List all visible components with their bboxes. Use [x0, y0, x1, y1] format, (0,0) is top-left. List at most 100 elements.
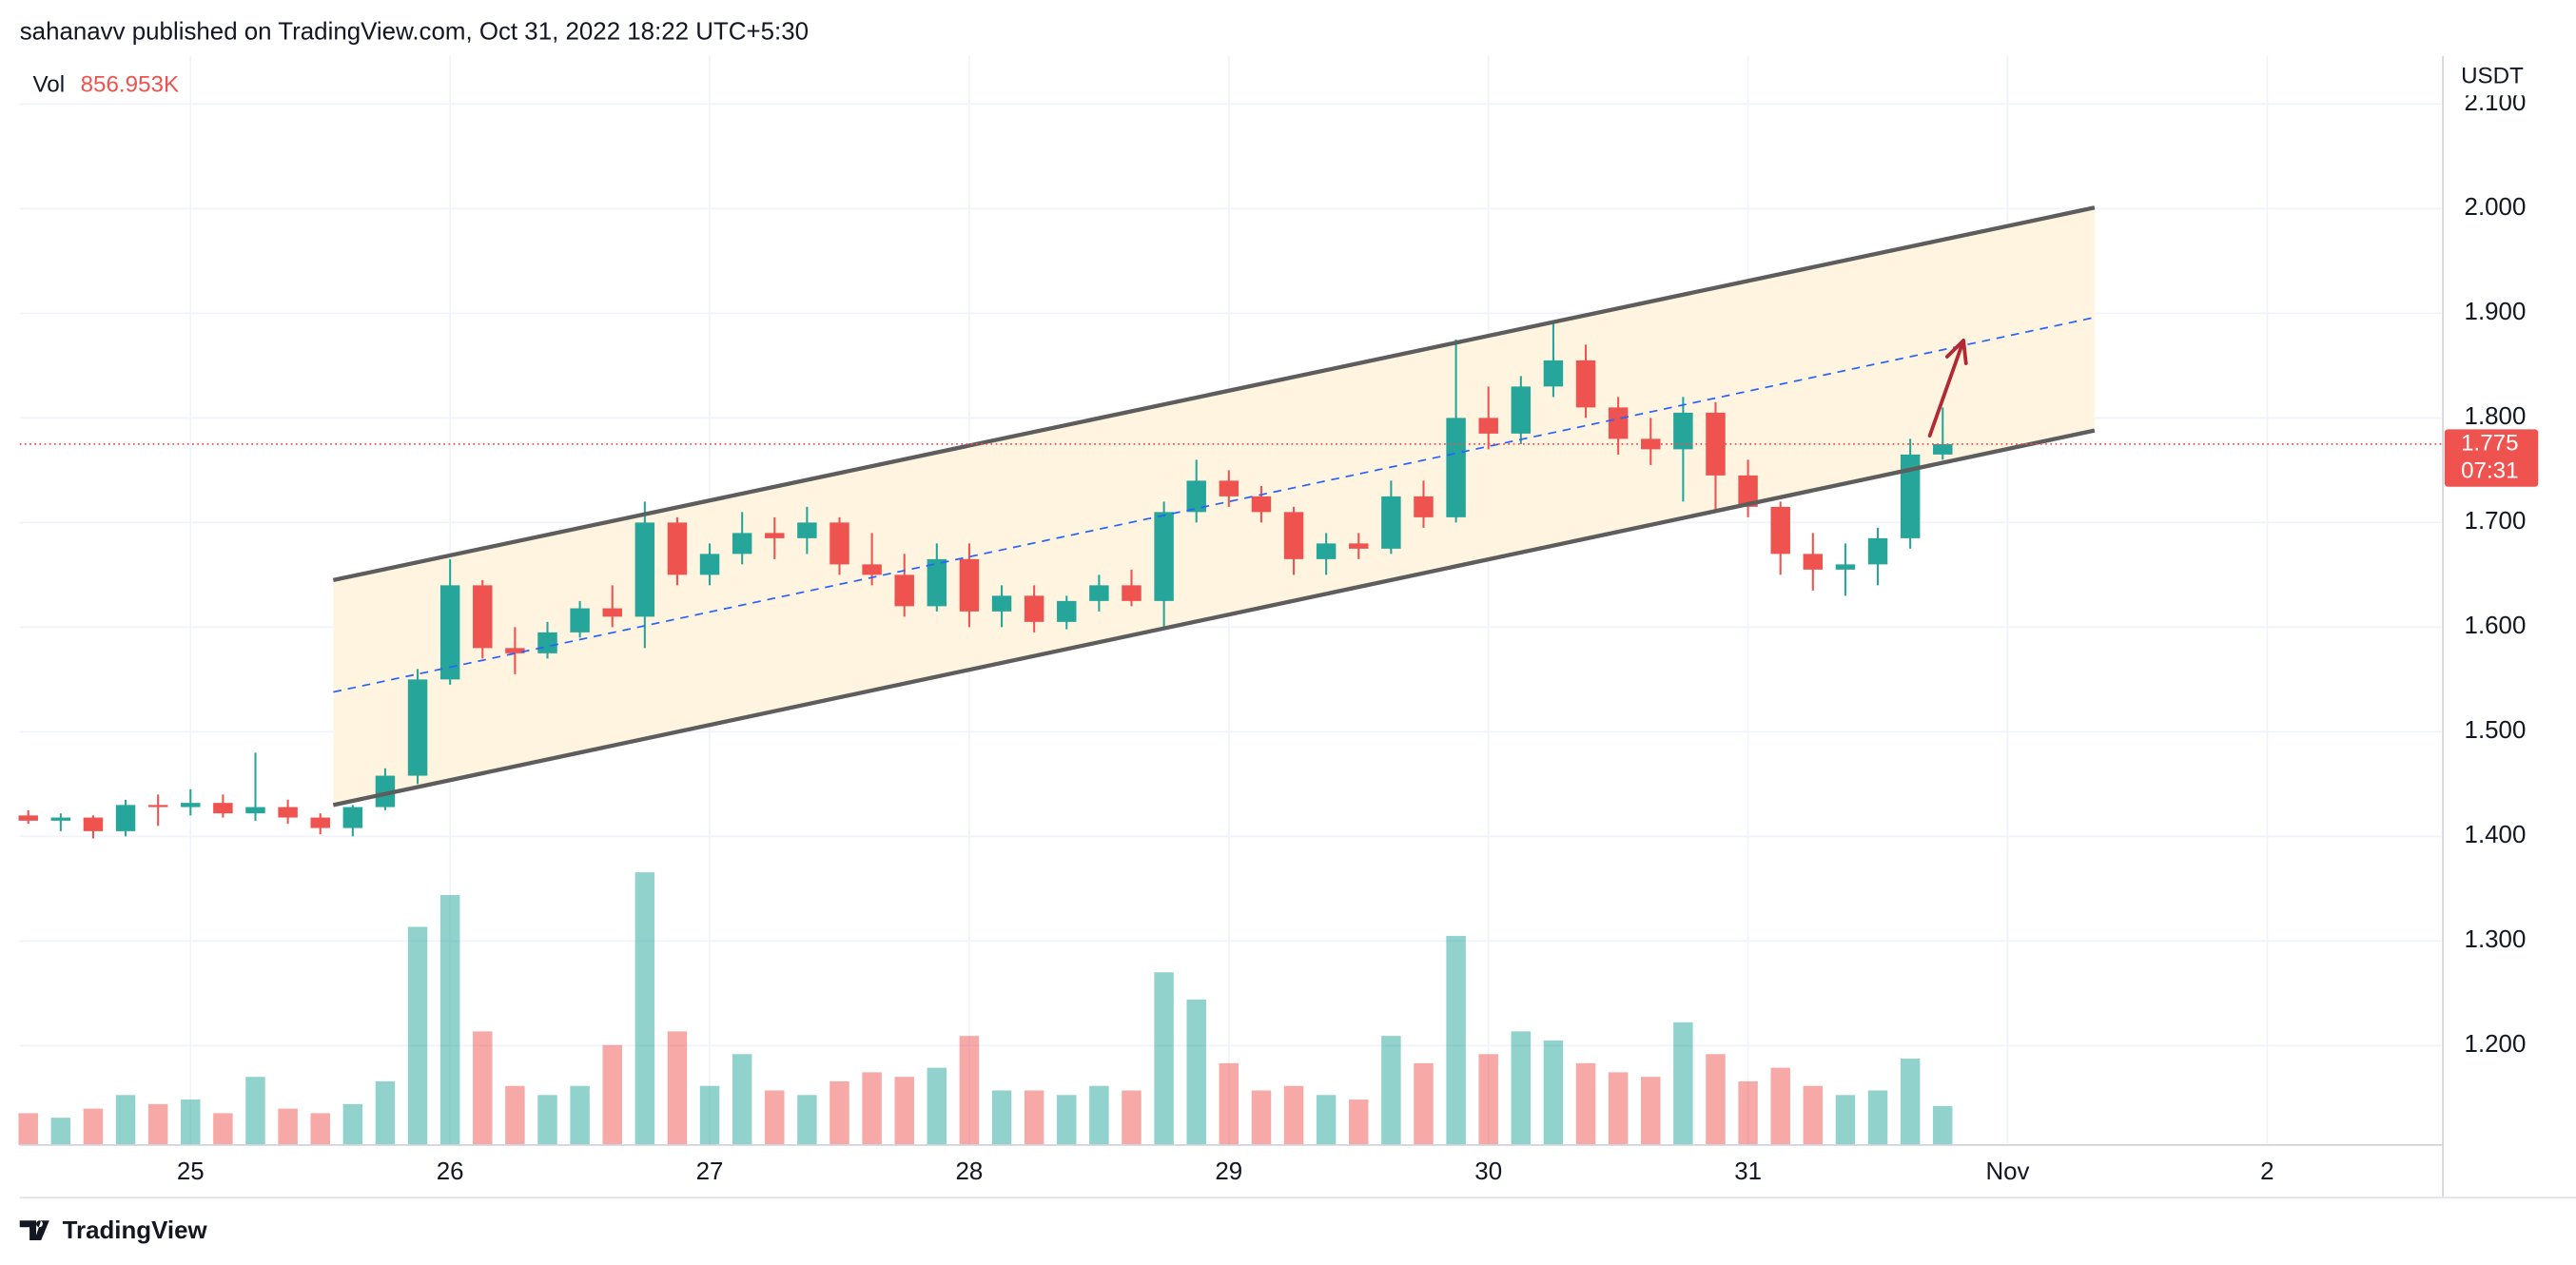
candle-body [1316, 543, 1337, 559]
candle-body [1349, 543, 1369, 549]
candle-body [375, 775, 396, 808]
candle-body [1575, 360, 1596, 408]
x-tick-label: 28 [956, 1158, 984, 1185]
candle-body [473, 585, 493, 649]
footer-brand: TradingView [63, 1217, 208, 1244]
volume-bar [439, 895, 460, 1145]
volume-bar [862, 1072, 882, 1145]
tradingview-logo: TradingView [19, 1217, 208, 1244]
volume-bar [342, 1103, 363, 1145]
candle-body [1414, 496, 1434, 517]
currency-bg [2444, 66, 2573, 96]
candle-body [1251, 496, 1272, 513]
volume-bar [115, 1095, 136, 1145]
last-price-tag [2444, 429, 2539, 487]
candle-body [1089, 585, 1109, 601]
y-tick-label: 1.300 [2465, 926, 2527, 953]
volume-bar [1706, 1054, 1726, 1145]
volume-bar [1608, 1072, 1629, 1145]
volume-bar [570, 1085, 590, 1145]
volume-bar [829, 1080, 849, 1145]
x-tick-label: 31 [1734, 1158, 1762, 1185]
x-tick-label: 27 [696, 1158, 724, 1185]
volume-bar [1219, 1062, 1239, 1145]
volume-bar [1835, 1095, 1856, 1145]
volume-bar [407, 926, 428, 1145]
candle-body [439, 585, 460, 680]
candle-body [310, 817, 330, 828]
candle-body [862, 564, 882, 575]
axis-layer: 1.200 1.300 1.400 1.500 1.600 1.700 1.800 1.900… [177, 89, 2539, 1185]
x-tick-label: 2 [2260, 1158, 2274, 1185]
x-tick-label: 25 [177, 1158, 205, 1185]
volume-bar [1186, 999, 1206, 1145]
candle-body [1867, 537, 1888, 565]
channel-fill [333, 207, 2095, 806]
candle-body [1641, 438, 1661, 450]
candle-body [1478, 418, 1498, 434]
candle-body [1122, 585, 1142, 601]
candle-body [1511, 386, 1532, 434]
volume-bar [732, 1054, 752, 1145]
volume-bar [505, 1085, 525, 1145]
drawing-layer [19, 205, 2444, 808]
currency-label: USDT [2461, 64, 2524, 89]
volume-bar [1446, 936, 1466, 1145]
volume-bar [375, 1080, 396, 1145]
candle-body [1186, 480, 1206, 513]
volume-title: Vol [33, 71, 66, 97]
volume-bar [1122, 1090, 1142, 1145]
volume-layer [18, 872, 1953, 1145]
candle-body [1154, 512, 1174, 601]
volume-bar [765, 1090, 785, 1145]
candle-body [634, 522, 655, 617]
candle-body [181, 803, 201, 808]
candle-body [1543, 360, 1564, 387]
candle-body [1608, 407, 1629, 439]
volume-bar [1349, 1100, 1369, 1145]
candle-body [1057, 600, 1077, 622]
candle-body [147, 805, 168, 808]
channel-lower [332, 428, 2096, 808]
logo-icon [19, 1220, 49, 1241]
volume-bar [1478, 1054, 1498, 1145]
volume-bar [537, 1095, 557, 1145]
volume-bar [634, 872, 655, 1145]
volume-bar [1511, 1031, 1532, 1145]
volume-bar [602, 1044, 622, 1145]
volume-bar [1316, 1095, 1337, 1145]
volume-bar [1381, 1036, 1401, 1145]
candle-body [18, 815, 38, 821]
volume-bar [1575, 1062, 1596, 1145]
volume-bar [1283, 1085, 1304, 1145]
candle-body [115, 805, 136, 831]
candle-body [927, 558, 947, 607]
volume-bar [1154, 972, 1174, 1145]
volume-bar [1057, 1095, 1077, 1145]
volume-bar [245, 1077, 265, 1145]
candle-body [505, 648, 525, 653]
candle-body [1283, 512, 1304, 559]
candle-body [732, 533, 752, 555]
candle-body [50, 817, 71, 821]
volume-bar [991, 1090, 1012, 1145]
volume-bar [667, 1031, 688, 1145]
candle-body [699, 554, 720, 575]
y-tick-label: 1.500 [2465, 717, 2527, 744]
candle-body [959, 558, 980, 612]
volume-bar [1738, 1080, 1758, 1145]
volume-bar [1251, 1090, 1272, 1145]
volume-legend-value: 856.953K [81, 71, 179, 97]
candle-body [1933, 443, 1953, 455]
last-price-label: 1.775 [2461, 430, 2518, 456]
volume-bar [1024, 1090, 1044, 1145]
candle-body [667, 522, 688, 575]
volume-bar [1803, 1085, 1824, 1145]
candle-body [570, 608, 590, 632]
candle-body [1803, 554, 1824, 570]
candle-body [1835, 564, 1856, 570]
candle-body [1024, 595, 1044, 622]
x-tick-label: Nov [1985, 1158, 2029, 1185]
